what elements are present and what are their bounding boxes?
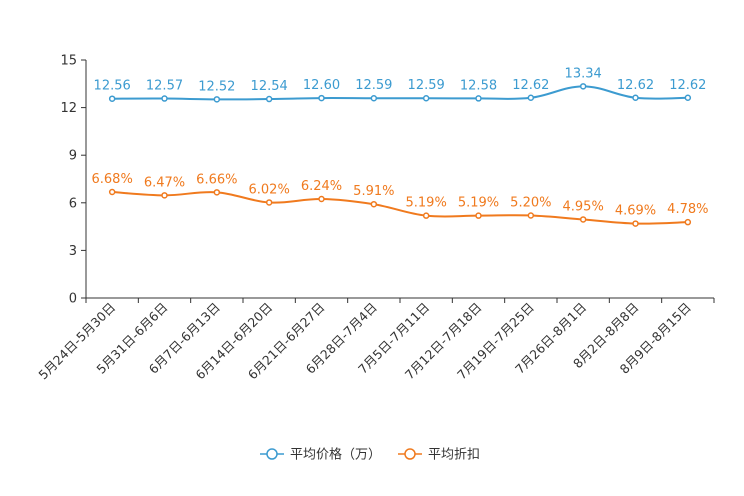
legend-item-2: 平均折扣: [398, 448, 480, 463]
data-label: 12.59: [408, 78, 445, 93]
data-point: [213, 189, 221, 196]
data-label: 13.34: [565, 66, 602, 81]
data-point: [370, 94, 378, 102]
data-point: [422, 212, 430, 219]
data-point: [632, 220, 639, 227]
data-point: [265, 199, 273, 206]
data-label: 6.02%: [249, 182, 290, 197]
data-point: [475, 95, 482, 102]
y-tick-label: 12: [60, 101, 77, 116]
data-point: [579, 83, 587, 90]
y-tick-label: 6: [69, 196, 77, 211]
y-tick-label: 0: [69, 292, 77, 307]
data-label: 12.52: [198, 79, 235, 94]
data-label: 4.95%: [563, 199, 604, 214]
data-point: [108, 188, 116, 196]
data-point: [318, 94, 325, 102]
series-line: [112, 191, 688, 225]
data-point: [318, 195, 325, 203]
data-label: 6.66%: [196, 172, 237, 187]
data-point: [213, 96, 221, 103]
data-label: 12.62: [617, 78, 654, 93]
data-label: 6.68%: [92, 172, 133, 187]
series-line: [112, 85, 688, 101]
data-label: 4.69%: [615, 204, 656, 219]
data-label: 12.60: [303, 78, 340, 93]
series-2: 6.68% 6.47% 6.66% 6.02% 6.24% 5.91% 5.19% 5.19%…: [92, 172, 708, 227]
data-point: [108, 95, 116, 102]
data-point: [161, 192, 168, 199]
legend-marker-icon: [266, 448, 278, 460]
data-label: 12.59: [355, 78, 392, 93]
data-label: 5.19%: [458, 196, 499, 211]
data-label: 5.19%: [406, 196, 447, 211]
data-label: 6.47%: [144, 175, 185, 190]
data-point: [527, 94, 535, 102]
legend: 平均价格（万） 平均折扣: [260, 447, 480, 463]
data-point: [684, 218, 692, 226]
data-label: 12.62: [669, 78, 706, 93]
legend-item-1: 平均价格（万）: [260, 447, 381, 463]
legend-label: 平均折扣: [428, 448, 480, 463]
y-tick-label: 3: [69, 244, 77, 259]
data-point: [527, 212, 535, 219]
data-label: 12.58: [460, 78, 497, 93]
data-label: 5.91%: [353, 184, 394, 199]
axes: 036912155月24日-5月30日5月31日-6月6日6月7日-6月13日6…: [35, 54, 715, 382]
legend-marker-icon: [404, 448, 416, 460]
data-point: [422, 94, 430, 102]
series-layer: 12.56 12.57 12.52 12.54 12.60 12.59 12.59 12.58…: [92, 66, 708, 227]
data-point: [475, 212, 482, 219]
data-label: 12.62: [512, 78, 549, 93]
data-point: [579, 216, 587, 223]
data-point: [370, 200, 378, 208]
data-label: 12.54: [251, 79, 288, 94]
data-label: 12.56: [94, 79, 131, 94]
data-point: [632, 94, 639, 102]
series-1: 12.56 12.57 12.52 12.54 12.60 12.59 12.59 12.58…: [94, 66, 706, 103]
data-label: 4.78%: [667, 202, 708, 217]
data-point: [684, 94, 692, 102]
y-tick-label: 15: [60, 54, 77, 69]
y-tick-label: 9: [69, 149, 77, 164]
data-label: 5.20%: [510, 195, 551, 210]
data-point: [161, 95, 168, 102]
legend-label: 平均价格（万）: [290, 447, 381, 463]
data-point: [265, 95, 273, 103]
data-label: 6.24%: [301, 179, 342, 194]
data-label: 12.57: [146, 79, 183, 94]
